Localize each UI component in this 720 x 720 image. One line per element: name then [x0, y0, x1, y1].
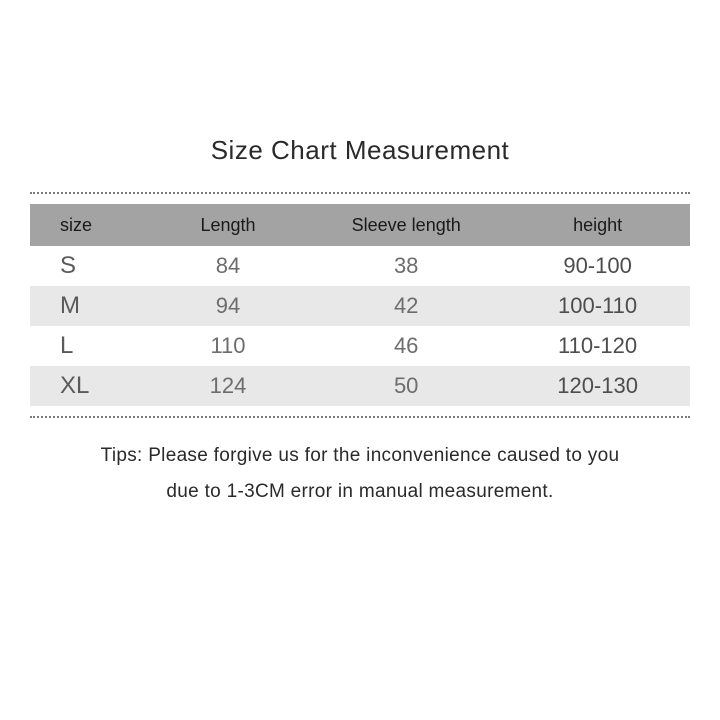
col-header-length: Length — [149, 204, 307, 246]
cell-sleeve: 38 — [307, 246, 505, 286]
cell-sleeve: 42 — [307, 286, 505, 326]
top-dotted-rule — [30, 192, 690, 194]
size-chart-container: Size Chart Measurement size Length Sleev… — [0, 0, 720, 510]
bottom-dotted-rule — [30, 416, 690, 418]
cell-size: S — [30, 246, 149, 286]
cell-sleeve: 50 — [307, 366, 505, 406]
tips-line-1: Tips: Please forgive us for the inconven… — [101, 445, 620, 466]
cell-length: 94 — [149, 286, 307, 326]
cell-size: XL — [30, 366, 149, 406]
tips-line-2: due to 1-3CM error in manual measurement… — [166, 481, 553, 502]
col-header-height: height — [505, 204, 690, 246]
table-header-row: size Length Sleeve length height — [30, 204, 690, 246]
cell-height: 110-120 — [505, 326, 690, 366]
cell-height: 120-130 — [505, 366, 690, 406]
cell-length: 84 — [149, 246, 307, 286]
cell-length: 110 — [149, 326, 307, 366]
col-header-sleeve: Sleeve length — [307, 204, 505, 246]
col-header-size: size — [30, 204, 149, 246]
cell-size: M — [30, 286, 149, 326]
cell-height: 100-110 — [505, 286, 690, 326]
cell-sleeve: 46 — [307, 326, 505, 366]
table-row: XL 124 50 120-130 — [30, 366, 690, 406]
chart-title: Size Chart Measurement — [0, 135, 720, 166]
cell-height: 90-100 — [505, 246, 690, 286]
size-table: size Length Sleeve length height S 84 38… — [30, 204, 690, 406]
tips-text: Tips: Please forgive us for the inconven… — [0, 438, 720, 510]
size-table-wrap: size Length Sleeve length height S 84 38… — [30, 204, 690, 406]
cell-size: L — [30, 326, 149, 366]
table-row: L 110 46 110-120 — [30, 326, 690, 366]
cell-length: 124 — [149, 366, 307, 406]
table-row: M 94 42 100-110 — [30, 286, 690, 326]
table-row: S 84 38 90-100 — [30, 246, 690, 286]
